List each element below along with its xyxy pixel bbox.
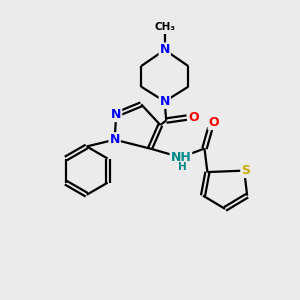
Text: O: O — [208, 116, 219, 129]
Text: N: N — [110, 133, 120, 146]
Text: CH₃: CH₃ — [154, 22, 175, 32]
Text: S: S — [241, 164, 250, 177]
Text: O: O — [188, 111, 199, 124]
Text: N: N — [160, 95, 170, 108]
Text: N: N — [160, 44, 170, 56]
Text: N: N — [111, 108, 121, 121]
Text: H: H — [178, 162, 187, 172]
Text: NH: NH — [170, 151, 191, 164]
